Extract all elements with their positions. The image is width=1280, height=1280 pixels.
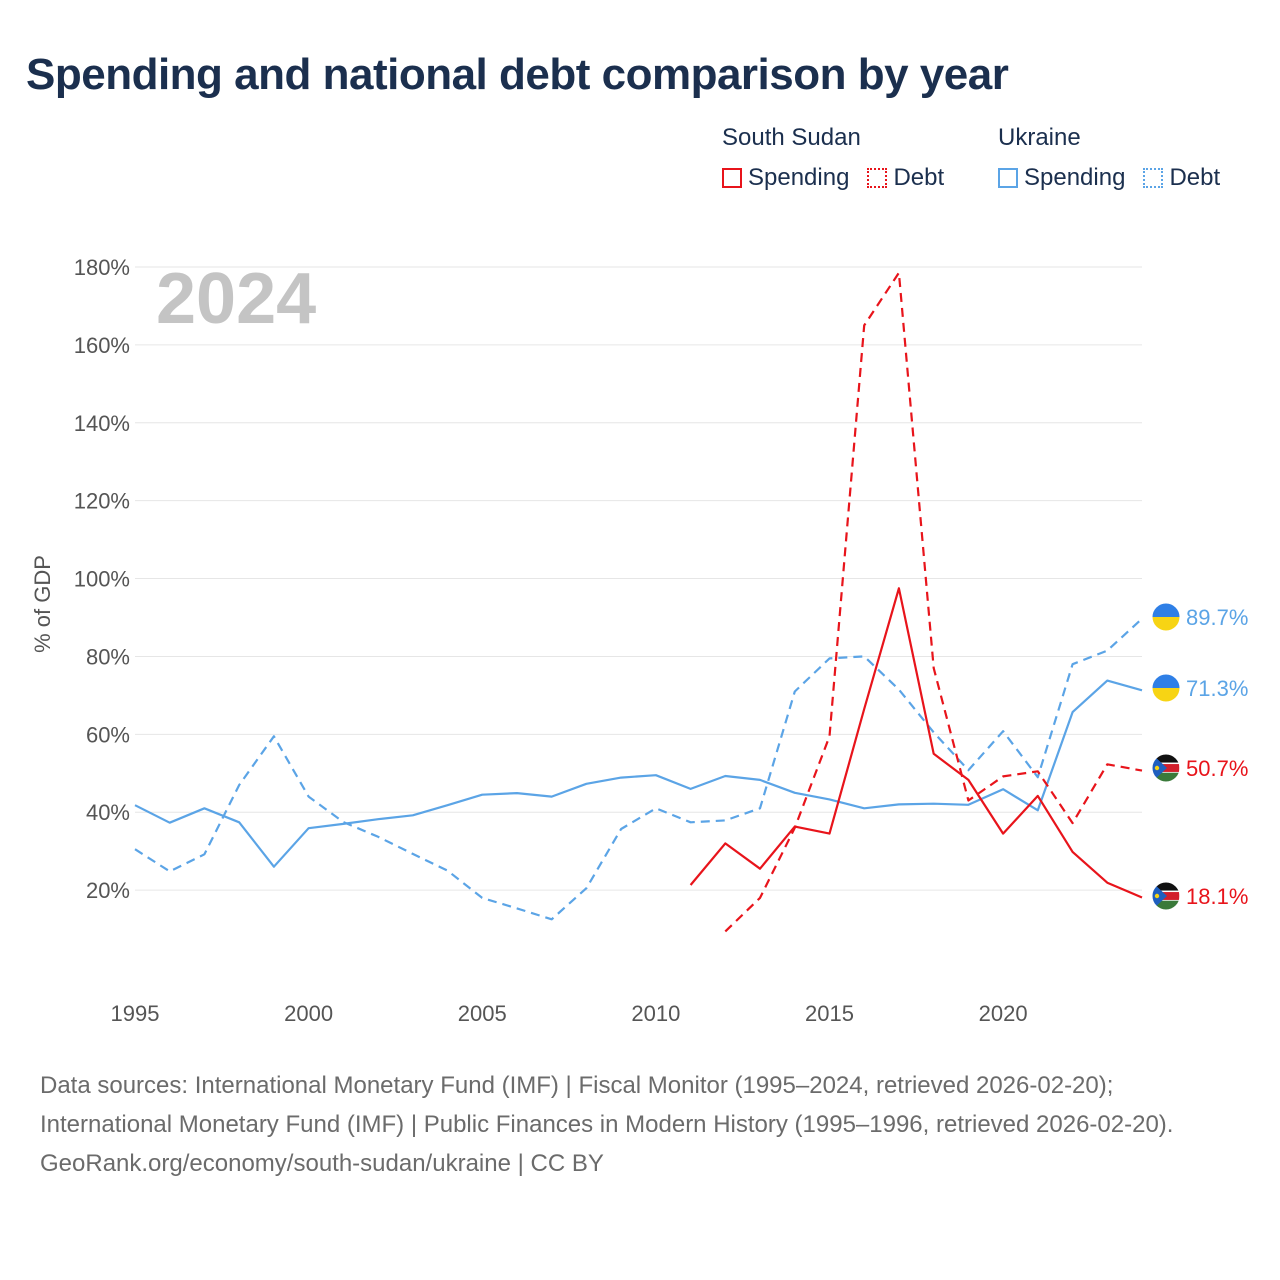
x-tick-label: 2000: [284, 1001, 333, 1026]
x-tick-label: 2015: [805, 1001, 854, 1026]
south-sudan-flag-icon: [1152, 900, 1180, 910]
footer: Data sources: International Monetary Fun…: [40, 1066, 1240, 1183]
legend-swatch: [867, 168, 888, 188]
south-sudan-flag-icon: [1152, 882, 1167, 910]
y-tick-label: 60%: [86, 722, 130, 747]
south-sudan-flag-star-icon: [1154, 765, 1160, 771]
legend-swatch: [722, 168, 742, 188]
flag-outline: [1151, 602, 1181, 632]
legend-south-sudan: South Sudan Spending Debt: [722, 124, 944, 192]
end-value-label: 71.3%: [1186, 676, 1248, 701]
legend-ukraine: Ukraine Spending Debt: [998, 124, 1220, 192]
end-value-label: 18.1%: [1186, 884, 1248, 909]
y-tick-label: 120%: [74, 489, 130, 514]
y-tick-label: 40%: [86, 800, 130, 825]
legend-swatch: [998, 168, 1018, 188]
legend-item-south-sudan-debt[interactable]: Debt: [867, 164, 944, 192]
ukraine-flag-icon: [1152, 617, 1180, 631]
ukraine-flag-icon: [1152, 688, 1180, 702]
chart-plot-area: 20% 40% 60% 80% 100% 120% 140% 160% 180% 1995 2000…: [30, 255, 1248, 1026]
series-line-south-sudan-spending: [689, 587, 1143, 899]
flag-outline: [1151, 753, 1181, 783]
south-sudan-flag-icon: [1152, 882, 1180, 892]
south-sudan-flag-icon: [1152, 772, 1180, 782]
south-sudan-flag-icon: [1152, 754, 1180, 764]
year-label: 2024: [156, 259, 316, 339]
series-line-south-sudan-debt: [724, 271, 1143, 933]
x-tick-label: 2010: [631, 1001, 680, 1026]
flag-outline: [1151, 673, 1181, 703]
legend-label: Spending: [1024, 164, 1126, 191]
legend-item-ukraine-debt[interactable]: Debt: [1143, 164, 1220, 192]
x-tick-label: 2005: [458, 1001, 507, 1026]
series-line-ukraine-debt: [134, 617, 1143, 921]
legend-group-title: South Sudan: [722, 124, 861, 151]
x-tick-label: 2020: [979, 1001, 1028, 1026]
legend-item-ukraine-spending[interactable]: Spending: [998, 164, 1125, 192]
ukraine-flag-icon: [1152, 603, 1180, 617]
legend-label: Spending: [748, 164, 850, 191]
y-tick-label: 80%: [86, 644, 130, 669]
y-tick-label: 20%: [86, 878, 130, 903]
x-tick-label: 1995: [111, 1001, 160, 1026]
y-tick-label: 140%: [74, 411, 130, 436]
south-sudan-flag-icon: [1152, 754, 1167, 782]
chart-title: Spending and national debt comparison by…: [26, 50, 1009, 99]
legend-item-south-sudan-spending[interactable]: Spending: [722, 164, 849, 192]
ukraine-flag-icon: [1152, 674, 1180, 688]
y-axis-label: % of GDP: [30, 555, 55, 653]
y-tick-label: 160%: [74, 333, 130, 358]
legend-label: Debt: [893, 164, 945, 191]
legend-label: Debt: [1169, 164, 1221, 191]
y-tick-label: 180%: [74, 255, 130, 280]
attribution: GeoRank.org/economy/south-sudan/ukraine …: [40, 1150, 604, 1177]
legend-swatch: [1143, 168, 1164, 188]
legend-group-title: Ukraine: [998, 124, 1081, 151]
end-value-label: 50.7%: [1186, 756, 1248, 781]
flag-outline: [1151, 881, 1181, 911]
south-sudan-flag-star-icon: [1154, 893, 1160, 899]
y-tick-label: 100%: [74, 567, 130, 592]
data-sources: Data sources: International Monetary Fun…: [40, 1072, 1174, 1138]
end-value-label: 89.7%: [1186, 605, 1248, 630]
series-line-ukraine-spending: [134, 679, 1143, 868]
